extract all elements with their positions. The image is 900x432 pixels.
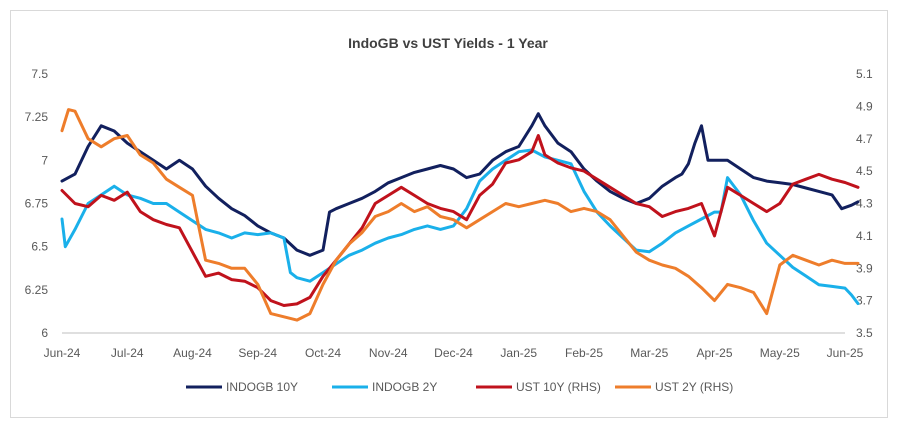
x-tick-label: Nov-24	[369, 346, 408, 360]
series-line-0	[60, 112, 860, 257]
x-tick-label: Jan-25	[500, 346, 537, 360]
y-right-tick-label: 4.1	[856, 229, 873, 243]
x-tick-label: May-25	[760, 346, 800, 360]
x-tick-label: Dec-24	[434, 346, 473, 360]
x-tick-label: Jul-24	[111, 346, 144, 360]
chart-frame	[10, 10, 888, 418]
x-tick-label: Jun-24	[44, 346, 81, 360]
x-tick-label: Feb-25	[565, 346, 603, 360]
y-left-tick-label: 7.5	[31, 67, 48, 81]
y-left-tick-label: 7	[41, 153, 48, 167]
y-left-tick-label: 7.25	[25, 110, 49, 124]
y-right-tick-label: 5.1	[856, 67, 873, 81]
y-left-tick-label: 6.25	[25, 283, 49, 297]
y-right-tick-label: 4.5	[856, 164, 873, 178]
legend-label: INDOGB 10Y	[226, 380, 298, 394]
y-left-tick-label: 6	[41, 326, 48, 340]
series-line-3	[60, 108, 860, 322]
x-tick-label: Mar-25	[630, 346, 668, 360]
legend-label: INDOGB 2Y	[372, 380, 437, 394]
y-right-tick-label: 3.7	[856, 294, 873, 308]
right-axis: 3.5 3.7 3.9 4.1 4.3 4.5 4.7 4.9 5.1	[856, 67, 873, 340]
y-right-tick-label: 4.9	[856, 99, 873, 113]
x-tick-label: Oct-24	[305, 346, 341, 360]
y-right-tick-label: 3.9	[856, 261, 873, 275]
series-layer	[60, 108, 860, 322]
x-tick-label: Apr-25	[696, 346, 732, 360]
y-left-tick-label: 6.5	[31, 240, 48, 254]
legend-label: UST 2Y (RHS)	[655, 380, 733, 394]
y-right-tick-label: 3.5	[856, 326, 873, 340]
x-tick-label: Aug-24	[173, 346, 212, 360]
x-tick-label: Jun-25	[827, 346, 864, 360]
y-left-tick-label: 6.75	[25, 197, 49, 211]
legend: INDOGB 10Y INDOGB 2Y UST 10Y (RHS) UST 2Y (…	[186, 380, 733, 394]
legend-label: UST 10Y (RHS)	[516, 380, 601, 394]
y-right-tick-label: 4.7	[856, 132, 873, 146]
left-axis: 6 6.25 6.5 6.75 7 7.25 7.5	[25, 67, 49, 340]
chart-title: IndoGB vs UST Yields - 1 Year	[348, 35, 548, 51]
series-line-2	[60, 134, 860, 307]
x-tick-label: Sep-24	[238, 346, 277, 360]
x-axis: Jun-24 Jul-24 Aug-24 Sep-24 Oct-24 Nov-24 Dec-…	[44, 346, 864, 360]
y-right-tick-label: 4.3	[856, 197, 873, 211]
series-line-1	[60, 148, 860, 306]
